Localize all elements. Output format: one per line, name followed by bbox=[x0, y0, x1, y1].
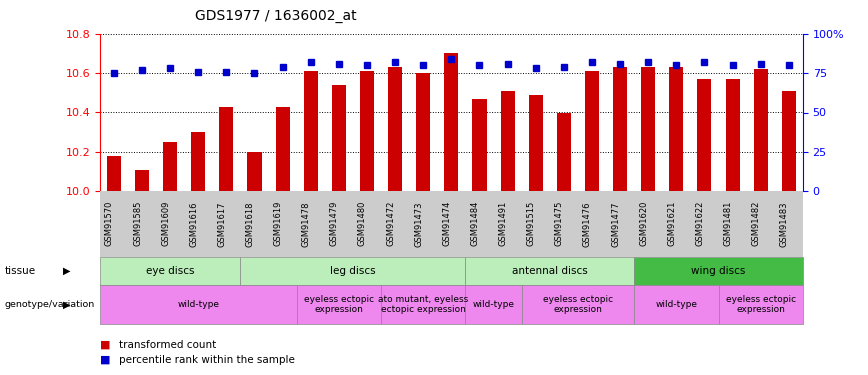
Bar bbox=[726, 79, 740, 191]
Text: eyeless ectopic
expression: eyeless ectopic expression bbox=[542, 295, 613, 314]
Bar bbox=[472, 99, 486, 191]
Bar bbox=[753, 69, 768, 191]
Text: wing discs: wing discs bbox=[691, 266, 746, 276]
Text: wild-type: wild-type bbox=[655, 300, 697, 309]
Text: GSM91616: GSM91616 bbox=[189, 201, 198, 247]
Bar bbox=[360, 71, 374, 191]
Bar bbox=[417, 73, 431, 191]
Bar bbox=[501, 91, 515, 191]
Text: GSM91477: GSM91477 bbox=[611, 201, 620, 247]
Bar bbox=[669, 67, 683, 191]
Bar bbox=[641, 67, 655, 191]
Text: GSM91478: GSM91478 bbox=[302, 201, 311, 247]
Text: GSM91620: GSM91620 bbox=[639, 201, 648, 246]
Text: ▶: ▶ bbox=[62, 300, 70, 310]
Text: GSM91622: GSM91622 bbox=[695, 201, 705, 246]
Text: eyeless ectopic
expression: eyeless ectopic expression bbox=[304, 295, 374, 314]
Text: GSM91474: GSM91474 bbox=[443, 201, 451, 246]
Text: GSM91484: GSM91484 bbox=[470, 201, 479, 246]
Text: GSM91617: GSM91617 bbox=[217, 201, 227, 247]
Bar bbox=[613, 67, 627, 191]
Text: ■: ■ bbox=[100, 355, 110, 365]
Text: GSM91482: GSM91482 bbox=[752, 201, 760, 246]
Bar bbox=[276, 106, 290, 191]
Bar bbox=[135, 170, 149, 191]
Bar bbox=[557, 112, 571, 191]
Text: tissue: tissue bbox=[4, 266, 36, 276]
Bar bbox=[163, 142, 177, 191]
Text: ato mutant, eyeless
ectopic expression: ato mutant, eyeless ectopic expression bbox=[378, 295, 469, 314]
Text: GSM91472: GSM91472 bbox=[386, 201, 395, 246]
Bar bbox=[585, 71, 599, 191]
Bar bbox=[529, 95, 542, 191]
Text: GDS1977 / 1636002_at: GDS1977 / 1636002_at bbox=[194, 9, 357, 23]
Text: GSM91621: GSM91621 bbox=[667, 201, 676, 246]
Text: GSM91480: GSM91480 bbox=[358, 201, 367, 246]
Bar bbox=[782, 91, 796, 191]
Text: GSM91609: GSM91609 bbox=[161, 201, 170, 246]
Text: GSM91491: GSM91491 bbox=[498, 201, 508, 246]
Bar bbox=[247, 152, 261, 191]
Bar bbox=[698, 79, 712, 191]
Bar bbox=[388, 67, 402, 191]
Text: leg discs: leg discs bbox=[330, 266, 376, 276]
Text: ▶: ▶ bbox=[62, 266, 70, 276]
Text: GSM91618: GSM91618 bbox=[246, 201, 254, 247]
Text: transformed count: transformed count bbox=[119, 340, 216, 350]
Bar bbox=[444, 54, 458, 191]
Text: antennal discs: antennal discs bbox=[512, 266, 588, 276]
Text: percentile rank within the sample: percentile rank within the sample bbox=[119, 355, 295, 365]
Text: GSM91473: GSM91473 bbox=[414, 201, 424, 247]
Text: eyeless ectopic
expression: eyeless ectopic expression bbox=[726, 295, 796, 314]
Text: GSM91483: GSM91483 bbox=[779, 201, 789, 247]
Bar bbox=[304, 71, 318, 191]
Text: GSM91619: GSM91619 bbox=[273, 201, 283, 246]
Bar bbox=[191, 132, 206, 191]
Text: GSM91476: GSM91476 bbox=[583, 201, 592, 247]
Text: GSM91475: GSM91475 bbox=[555, 201, 564, 246]
Text: GSM91481: GSM91481 bbox=[724, 201, 733, 246]
Text: genotype/variation: genotype/variation bbox=[4, 300, 95, 309]
Bar bbox=[332, 85, 345, 191]
Text: GSM91515: GSM91515 bbox=[527, 201, 536, 246]
Text: GSM91479: GSM91479 bbox=[330, 201, 339, 246]
Text: GSM91570: GSM91570 bbox=[105, 201, 114, 246]
Text: wild-type: wild-type bbox=[177, 300, 220, 309]
Text: eye discs: eye discs bbox=[146, 266, 194, 276]
Text: GSM91585: GSM91585 bbox=[133, 201, 142, 246]
Text: wild-type: wild-type bbox=[472, 300, 515, 309]
Bar bbox=[107, 156, 121, 191]
Bar bbox=[220, 106, 233, 191]
Text: ■: ■ bbox=[100, 340, 110, 350]
